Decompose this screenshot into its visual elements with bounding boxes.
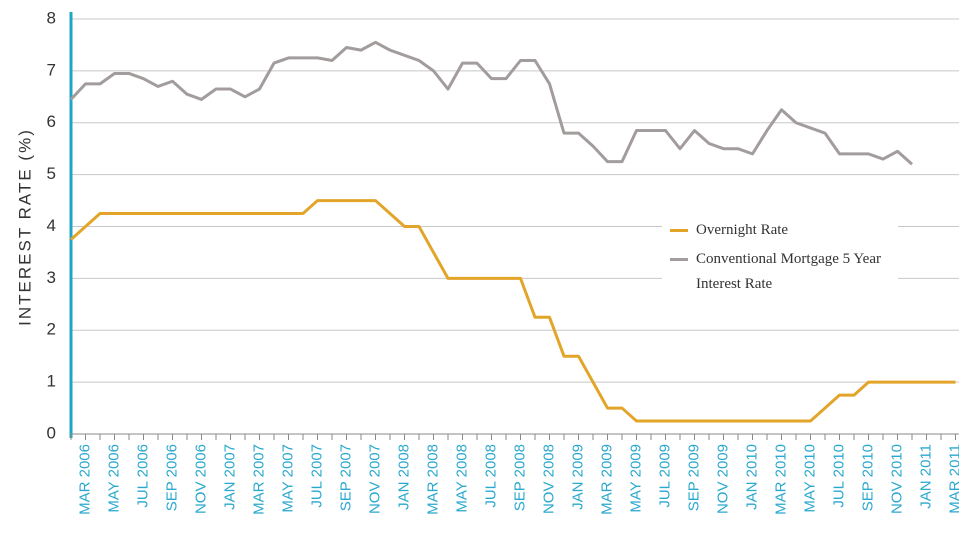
x-tick-label: SEP 2009 [685, 444, 702, 511]
x-tick-label: JUL 2007 [308, 444, 325, 508]
legend-item: Overnight Rate [662, 218, 898, 243]
x-tick-label: SEP 2008 [511, 444, 528, 511]
series-line [70, 199, 956, 423]
x-tick-label: JUL 2010 [830, 444, 847, 508]
x-tick-label: SEP 2006 [163, 444, 180, 511]
y-tick-label: 2 [47, 320, 56, 339]
x-tick-label: JAN 2010 [743, 444, 760, 510]
y-tick-label: 7 [47, 60, 56, 79]
y-axis-label: INTEREST RATE (%) [15, 128, 34, 326]
x-tick-label: NOV 2007 [366, 444, 383, 514]
x-tick-label: MAY 2010 [801, 444, 818, 513]
x-tick-label: MAR 2010 [772, 444, 789, 515]
x-tick-label: MAY 2007 [279, 444, 296, 513]
x-tick-label: JUL 2006 [134, 444, 151, 508]
legend-item: Conventional Mortgage 5 Year Interest Ra… [662, 247, 898, 297]
x-tick-label: NOV 2009 [714, 444, 731, 514]
x-tick-label: NOV 2008 [540, 444, 557, 514]
y-tick-label: 6 [47, 112, 56, 131]
x-tick-label: SEP 2010 [859, 444, 876, 511]
x-tick-label: MAY 2006 [105, 444, 122, 513]
y-tick-label: 8 [47, 8, 56, 27]
x-tick-label: MAR 2009 [598, 444, 615, 515]
y-tick-label: 4 [47, 216, 56, 235]
x-tick-label: JUL 2008 [482, 444, 499, 508]
legend-label: Conventional Mortgage 5 Year Interest Ra… [696, 251, 881, 292]
x-tick-label: JAN 2008 [395, 444, 412, 510]
x-tick-label: JUL 2009 [656, 444, 673, 508]
x-tick-label: MAR 2008 [424, 444, 441, 515]
x-tick-label: NOV 2006 [192, 444, 209, 514]
y-tick-label: 5 [47, 164, 56, 183]
legend-label: Overnight Rate [696, 222, 789, 238]
x-tick-label: JAN 2007 [221, 444, 238, 510]
x-tick-label: MAR 2007 [250, 444, 267, 515]
x-tick-label: SEP 2007 [337, 444, 354, 511]
y-tick-label: 3 [47, 268, 56, 287]
x-tick-label: NOV 2010 [888, 444, 905, 514]
x-tick-label: MAY 2008 [453, 444, 470, 513]
legend-swatch [670, 258, 688, 261]
x-tick-label: JAN 2009 [569, 444, 586, 510]
y-tick-label: 1 [47, 372, 56, 391]
x-tick-label: MAR 2011 [946, 444, 959, 514]
legend-swatch [670, 229, 688, 232]
x-tick-label: JAN 2011 [917, 444, 934, 509]
series-line [69, 40, 913, 166]
legend: Overnight Rate Conventional Mortgage 5 Ye… [662, 210, 898, 305]
x-tick-label: MAR 2006 [76, 444, 93, 515]
x-tick-label: MAY 2009 [627, 444, 644, 513]
y-tick-label: 0 [47, 423, 56, 442]
